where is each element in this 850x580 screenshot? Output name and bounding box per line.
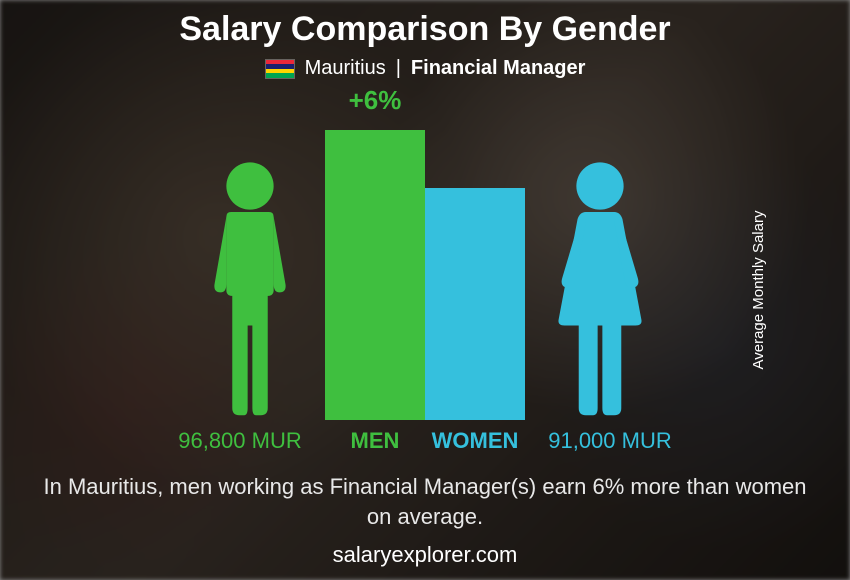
separator: | (396, 57, 401, 80)
job-title-label: Financial Manager (411, 57, 586, 80)
men-icon-column (175, 90, 325, 420)
flag-stripe (266, 73, 294, 78)
labels-row: 96,800 MUR MEN WOMEN 91,000 MUR (155, 428, 695, 454)
y-axis-label: Average Monthly Salary (750, 211, 767, 370)
page-title: Salary Comparison By Gender (179, 10, 670, 49)
description-text: In Mauritius, men working as Financial M… (35, 472, 815, 531)
footer-source: salaryexplorer.com (0, 542, 850, 568)
men-bar-column: +6% (325, 90, 425, 420)
women-bar-column (425, 90, 525, 420)
male-person-icon (190, 160, 310, 420)
women-bar (425, 188, 525, 420)
men-label: MEN (325, 428, 425, 454)
female-person-icon (540, 160, 660, 420)
content-container: Salary Comparison By Gender Mauritius | … (0, 0, 850, 580)
subtitle-row: Mauritius | Financial Manager (265, 57, 586, 80)
women-icon-column (525, 90, 675, 420)
mauritius-flag-icon (265, 59, 295, 79)
men-bar (325, 130, 425, 420)
comparison-chart: +6% (175, 90, 675, 420)
men-salary-value: 96,800 MUR (155, 428, 325, 454)
country-label: Mauritius (305, 57, 386, 80)
difference-label: +6% (349, 85, 402, 116)
women-label: WOMEN (425, 428, 525, 454)
women-salary-value: 91,000 MUR (525, 428, 695, 454)
